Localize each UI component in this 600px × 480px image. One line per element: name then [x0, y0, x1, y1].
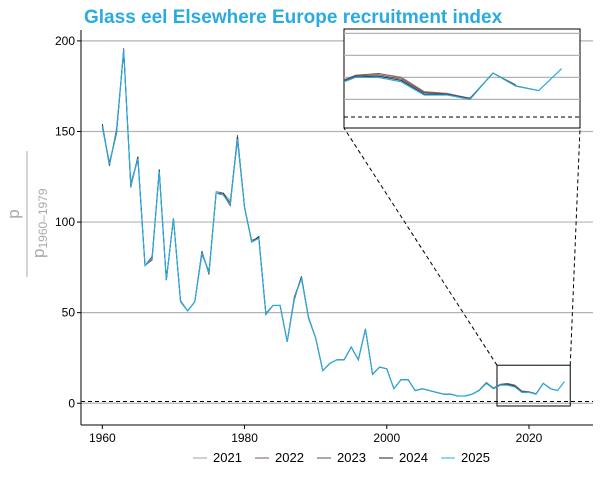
- y-tick-label-50: 50: [62, 306, 76, 320]
- x-tick-label-1960: 1960: [89, 431, 116, 445]
- y-tick-label-0: 0: [68, 396, 75, 410]
- inset-series-line-2025: [344, 68, 563, 101]
- zoom-box: [496, 364, 571, 407]
- y-axis-label: p p1960–1979: [4, 151, 50, 277]
- legend-label-2024: 2024: [399, 450, 428, 465]
- y-label-denominator: p1960–1979: [29, 188, 50, 258]
- x-tick-label-1980: 1980: [231, 431, 258, 445]
- chart-title: Glass eel Elsewhere Europe recruitment i…: [84, 7, 503, 28]
- legend-label-2021: 2021: [213, 450, 242, 465]
- y-label-denominator-sub: 1960–1979: [36, 188, 50, 248]
- inset-panel: [343, 28, 581, 129]
- legend-label-2025: 2025: [461, 450, 490, 465]
- y-label-numerator: p: [4, 209, 23, 218]
- legend-label-2023: 2023: [337, 450, 366, 465]
- legend-label-2022: 2022: [275, 450, 304, 465]
- y-tick-label-150: 150: [55, 124, 75, 138]
- y-tick-label-100: 100: [55, 215, 75, 229]
- zoom-connector-left: [343, 127, 498, 366]
- y-tick-label-200: 200: [55, 34, 75, 48]
- zoom-connector-right: [569, 127, 581, 366]
- y-label-denominator-main: p: [29, 249, 48, 258]
- series-line-2025: [101, 49, 566, 397]
- x-tick-label-2000: 2000: [373, 431, 400, 445]
- x-tick-label-2020: 2020: [516, 431, 543, 445]
